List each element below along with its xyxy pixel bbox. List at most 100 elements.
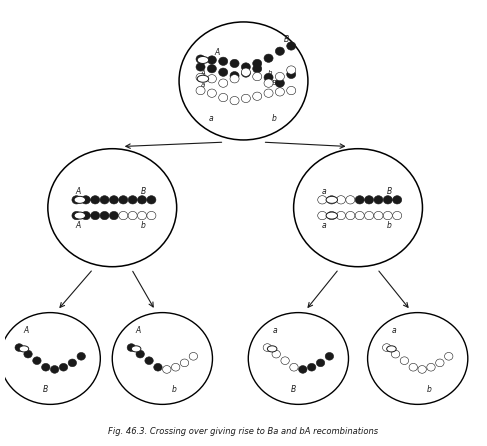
Circle shape: [409, 363, 417, 371]
Circle shape: [0, 313, 100, 405]
Circle shape: [242, 69, 250, 77]
Circle shape: [287, 70, 296, 78]
Circle shape: [119, 211, 128, 220]
Text: a: a: [392, 326, 396, 334]
Text: B: B: [291, 385, 296, 394]
Text: A: A: [215, 48, 220, 57]
Text: A: A: [75, 221, 80, 230]
Circle shape: [189, 352, 198, 360]
Circle shape: [207, 89, 216, 97]
Circle shape: [355, 211, 364, 220]
Circle shape: [374, 196, 383, 204]
Circle shape: [230, 71, 239, 80]
Circle shape: [318, 196, 327, 204]
Text: b: b: [387, 221, 392, 230]
Text: a: a: [201, 83, 205, 88]
Circle shape: [355, 196, 364, 204]
Circle shape: [264, 79, 273, 87]
Circle shape: [163, 366, 171, 373]
Circle shape: [287, 87, 296, 95]
Circle shape: [77, 352, 85, 360]
Text: a: a: [209, 114, 213, 123]
Circle shape: [346, 196, 355, 204]
Circle shape: [275, 88, 284, 96]
Text: B: B: [387, 186, 392, 196]
Circle shape: [383, 211, 393, 220]
Circle shape: [196, 63, 205, 71]
Circle shape: [242, 94, 250, 103]
Circle shape: [219, 57, 228, 66]
Circle shape: [275, 47, 284, 55]
Circle shape: [337, 211, 345, 220]
Text: B: B: [272, 80, 277, 86]
Text: a: a: [321, 186, 326, 196]
Circle shape: [137, 211, 147, 220]
Circle shape: [207, 74, 216, 83]
Circle shape: [264, 89, 273, 97]
Circle shape: [110, 211, 118, 220]
Ellipse shape: [131, 346, 141, 352]
Circle shape: [327, 196, 336, 204]
Circle shape: [230, 74, 239, 83]
Circle shape: [242, 68, 250, 76]
Ellipse shape: [326, 212, 337, 219]
Circle shape: [128, 196, 137, 204]
Circle shape: [100, 196, 109, 204]
Circle shape: [253, 72, 262, 81]
Circle shape: [317, 359, 325, 367]
Circle shape: [368, 313, 468, 405]
Circle shape: [41, 363, 50, 371]
Circle shape: [230, 96, 239, 105]
Text: b: b: [267, 70, 272, 76]
Circle shape: [91, 196, 100, 204]
Circle shape: [275, 72, 284, 81]
Circle shape: [230, 59, 239, 68]
Ellipse shape: [197, 75, 208, 82]
Circle shape: [15, 344, 23, 351]
Text: b: b: [272, 114, 277, 123]
Circle shape: [24, 350, 32, 358]
Circle shape: [72, 196, 81, 204]
Circle shape: [374, 211, 383, 220]
Circle shape: [171, 363, 180, 371]
Circle shape: [436, 359, 444, 367]
Text: B: B: [43, 385, 48, 394]
Text: A: A: [24, 326, 29, 334]
Circle shape: [253, 65, 262, 73]
Circle shape: [290, 363, 298, 371]
Circle shape: [207, 56, 216, 64]
Circle shape: [427, 363, 435, 371]
Circle shape: [180, 359, 189, 367]
Circle shape: [287, 66, 296, 74]
Circle shape: [147, 196, 156, 204]
Ellipse shape: [197, 57, 208, 63]
Circle shape: [299, 366, 307, 373]
Text: B: B: [284, 35, 289, 44]
Circle shape: [307, 363, 316, 371]
Circle shape: [264, 73, 273, 82]
Circle shape: [196, 55, 205, 63]
Ellipse shape: [387, 346, 396, 352]
Text: a: a: [321, 221, 326, 230]
Circle shape: [337, 196, 345, 204]
Circle shape: [219, 68, 228, 76]
Circle shape: [59, 363, 68, 371]
Circle shape: [147, 211, 156, 220]
Circle shape: [392, 350, 400, 358]
Ellipse shape: [74, 196, 86, 203]
Circle shape: [68, 359, 76, 367]
Circle shape: [418, 366, 426, 373]
Circle shape: [327, 211, 336, 220]
Circle shape: [136, 350, 145, 358]
Circle shape: [393, 211, 402, 220]
Circle shape: [196, 73, 205, 82]
Circle shape: [33, 357, 41, 364]
Circle shape: [263, 344, 272, 351]
Circle shape: [383, 196, 393, 204]
Text: A: A: [75, 186, 80, 196]
Circle shape: [445, 352, 453, 360]
Circle shape: [145, 357, 153, 364]
Text: a: a: [272, 326, 277, 334]
Circle shape: [272, 350, 281, 358]
Circle shape: [346, 211, 355, 220]
